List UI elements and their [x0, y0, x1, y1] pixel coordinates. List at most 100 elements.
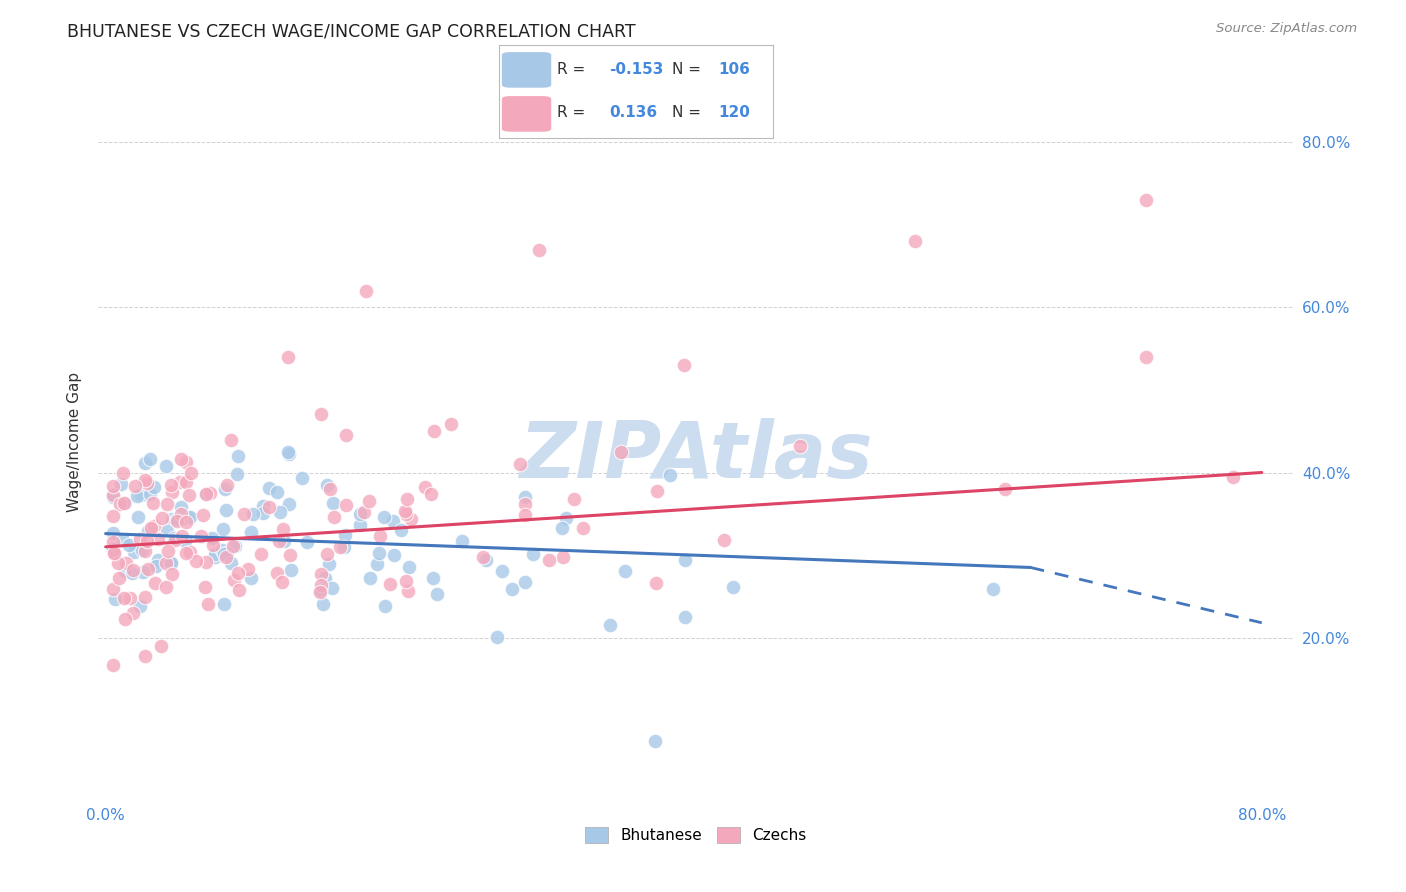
Point	[242, 507, 264, 521]
Point	[122, 606, 145, 620]
Point	[723, 580, 745, 594]
Point	[107, 556, 129, 570]
Point	[1135, 193, 1157, 207]
Point	[146, 552, 169, 566]
Point	[981, 582, 1004, 597]
Point	[335, 499, 357, 513]
Point	[354, 284, 377, 298]
Point	[162, 567, 184, 582]
Point	[170, 500, 193, 514]
Point	[150, 510, 173, 524]
Point	[382, 514, 405, 528]
Point	[472, 549, 495, 564]
Point	[131, 543, 153, 558]
Point	[149, 639, 172, 653]
Point	[174, 515, 197, 529]
Point	[314, 571, 336, 585]
Point	[103, 541, 125, 556]
Point	[110, 476, 132, 491]
Point	[136, 562, 159, 576]
Point	[366, 558, 388, 572]
Point	[395, 491, 418, 506]
Point	[226, 467, 249, 481]
Point	[201, 538, 224, 552]
Point	[309, 585, 332, 599]
Point	[191, 508, 214, 523]
Point	[169, 475, 191, 489]
Text: R =: R =	[557, 105, 591, 120]
Point	[111, 466, 134, 480]
Point	[1135, 350, 1157, 364]
Point	[114, 612, 136, 626]
Point	[553, 550, 575, 565]
Point	[180, 466, 202, 480]
Point	[309, 577, 332, 591]
Point	[349, 507, 371, 521]
Point	[204, 547, 226, 561]
Point	[134, 473, 156, 487]
Point	[491, 564, 513, 578]
Point	[103, 546, 125, 560]
Point	[319, 482, 342, 496]
Point	[645, 576, 668, 591]
Point	[252, 499, 274, 513]
Text: R =: R =	[557, 62, 591, 78]
Point	[166, 514, 188, 528]
Point	[121, 566, 143, 581]
Point	[198, 485, 221, 500]
Point	[513, 508, 536, 523]
Point	[145, 559, 167, 574]
Point	[214, 483, 236, 497]
Point	[249, 548, 271, 562]
Point	[127, 509, 149, 524]
Point	[240, 524, 263, 539]
Point	[501, 582, 523, 596]
Point	[475, 552, 498, 566]
Point	[373, 509, 395, 524]
Point	[599, 618, 621, 632]
Point	[143, 480, 166, 494]
Point	[789, 439, 811, 453]
Point	[157, 544, 180, 558]
Point	[194, 487, 217, 501]
Point	[134, 648, 156, 663]
Point	[609, 445, 631, 459]
Point	[368, 529, 391, 543]
Point	[378, 577, 401, 591]
Point	[537, 553, 560, 567]
Point	[509, 458, 531, 472]
Point	[142, 496, 165, 510]
Point	[673, 553, 696, 567]
Point	[395, 574, 418, 588]
Point	[212, 548, 235, 562]
Point	[335, 427, 357, 442]
Point	[112, 591, 135, 606]
Point	[129, 533, 152, 547]
Point	[134, 456, 156, 470]
Point	[551, 521, 574, 535]
Point	[413, 480, 436, 494]
Point	[129, 488, 152, 502]
Point	[266, 484, 288, 499]
Point	[101, 525, 124, 540]
Point	[139, 487, 162, 501]
Point	[101, 534, 124, 549]
Point	[222, 540, 245, 554]
Point	[156, 524, 179, 538]
Point	[349, 517, 371, 532]
Point	[174, 455, 197, 469]
Point	[522, 547, 544, 561]
Point	[374, 599, 396, 613]
Point	[658, 467, 681, 482]
Point	[321, 496, 343, 510]
Point	[155, 580, 177, 594]
Point	[316, 477, 339, 491]
Point	[1222, 470, 1244, 484]
Point	[138, 524, 160, 538]
Point	[359, 571, 381, 585]
Text: -0.153: -0.153	[609, 62, 664, 78]
Text: N =: N =	[672, 105, 706, 120]
Point	[170, 452, 193, 467]
Point	[420, 487, 443, 501]
Text: 120: 120	[718, 105, 751, 120]
